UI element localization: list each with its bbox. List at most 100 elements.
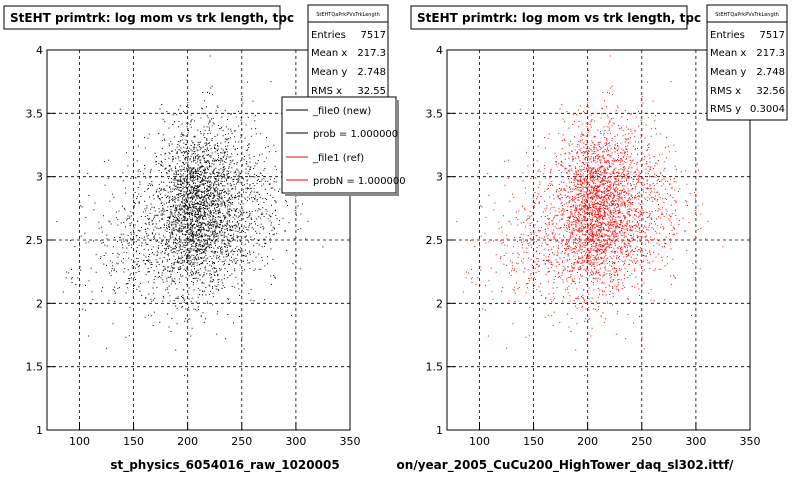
scatter-point xyxy=(237,220,238,222)
scatter-point xyxy=(194,216,196,218)
scatter-point xyxy=(195,247,197,249)
scatter-point xyxy=(580,181,582,183)
scatter-point xyxy=(219,232,221,234)
scatter-point xyxy=(182,186,184,188)
scatter-point xyxy=(191,218,193,220)
scatter-point xyxy=(598,202,599,204)
scatter-point xyxy=(211,240,213,242)
scatter-point xyxy=(579,268,581,270)
scatter-point xyxy=(168,171,170,173)
scatter-point xyxy=(150,170,152,172)
scatter-point xyxy=(614,219,616,221)
scatter-point xyxy=(171,263,173,264)
scatter-point xyxy=(584,217,586,219)
scatter-point xyxy=(578,230,580,232)
scatter-point xyxy=(597,212,599,213)
scatter-point xyxy=(245,163,247,165)
scatter-point xyxy=(631,225,633,227)
scatter-point xyxy=(614,220,616,222)
scatter-point xyxy=(259,197,261,199)
scatter-point xyxy=(189,173,191,175)
scatter-point xyxy=(235,141,236,143)
scatter-point xyxy=(157,247,159,249)
scatter-point xyxy=(593,158,595,160)
scatter-point xyxy=(204,207,206,209)
scatter-point xyxy=(139,290,141,292)
scatter-point xyxy=(147,260,148,262)
scatter-point xyxy=(137,258,139,259)
scatter-point xyxy=(601,246,603,248)
scatter-point xyxy=(183,179,185,181)
scatter-point xyxy=(588,229,590,231)
scatter-point xyxy=(620,183,622,184)
scatter-point xyxy=(193,224,195,225)
scatter-point xyxy=(170,275,172,277)
scatter-point xyxy=(177,144,179,145)
scatter-point xyxy=(593,204,595,206)
scatter-point xyxy=(206,193,208,195)
scatter-point xyxy=(600,227,602,229)
scatter-point xyxy=(136,196,138,198)
scatter-point xyxy=(178,215,179,217)
scatter-point xyxy=(214,233,216,235)
scatter-point xyxy=(214,208,216,210)
scatter-point xyxy=(203,197,205,199)
scatter-point xyxy=(192,197,194,199)
scatter-point xyxy=(626,212,628,214)
scatter-point xyxy=(176,260,178,262)
scatter-point xyxy=(234,268,236,270)
scatter-point xyxy=(186,170,188,172)
scatter-point xyxy=(554,215,556,217)
scatter-point xyxy=(202,204,204,206)
scatter-point xyxy=(234,129,236,131)
scatter-point xyxy=(205,142,207,144)
scatter-point xyxy=(198,238,200,240)
scatter-point xyxy=(191,153,193,155)
scatter-point xyxy=(201,235,203,237)
scatter-point xyxy=(238,196,240,198)
scatter-point xyxy=(206,148,208,150)
scatter-point xyxy=(162,300,164,302)
scatter-point xyxy=(194,257,196,259)
stats-label-left-3: RMS x xyxy=(311,86,342,97)
scatter-point xyxy=(255,223,256,225)
scatter-point xyxy=(245,168,247,170)
scatter-point xyxy=(164,168,166,170)
scatter-point xyxy=(192,213,194,214)
scatter-point xyxy=(186,79,188,81)
scatter-point xyxy=(622,130,624,132)
scatter-point xyxy=(221,181,223,183)
scatter-point xyxy=(127,215,129,217)
scatter-point xyxy=(124,267,126,269)
scatter-point xyxy=(575,185,577,187)
scatter-point xyxy=(150,184,151,186)
scatter-point xyxy=(194,153,196,155)
scatter-point xyxy=(571,265,573,267)
scatter-point xyxy=(590,207,592,209)
scatter-point xyxy=(148,222,150,224)
scatter-point xyxy=(223,173,225,175)
scatter-point xyxy=(184,177,186,179)
scatter-point xyxy=(615,256,617,258)
scatter-point xyxy=(177,183,179,185)
scatter-point xyxy=(560,227,562,228)
scatter-point xyxy=(234,214,235,216)
scatter-point xyxy=(84,232,86,234)
scatter-point xyxy=(154,215,156,217)
scatter-point xyxy=(233,196,235,198)
scatter-point xyxy=(162,208,164,209)
scatter-point xyxy=(204,191,205,193)
scatter-point xyxy=(633,196,635,198)
scatter-point xyxy=(153,198,155,200)
scatter-point xyxy=(220,230,222,231)
scatter-point xyxy=(144,263,146,265)
scatter-point xyxy=(199,208,201,210)
scatter-point xyxy=(222,177,224,179)
scatter-point xyxy=(225,243,227,245)
scatter-point xyxy=(202,184,204,186)
scatter-point xyxy=(631,113,632,115)
scatter-point xyxy=(595,247,597,249)
scatter-point xyxy=(187,260,189,262)
scatter-point xyxy=(275,202,277,204)
scatter-point xyxy=(248,170,250,172)
